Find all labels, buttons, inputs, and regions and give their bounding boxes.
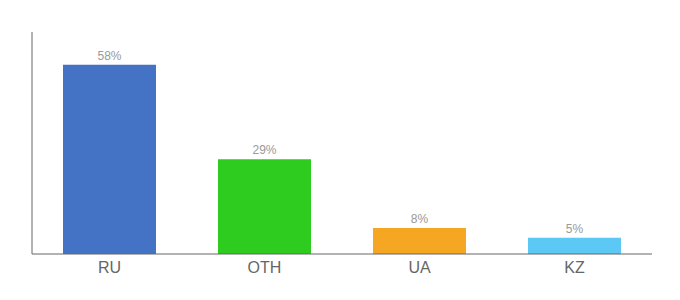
svg-text:UA: UA <box>408 259 431 276</box>
svg-text:29%: 29% <box>252 143 276 157</box>
svg-text:OTH: OTH <box>248 259 282 276</box>
svg-text:RU: RU <box>98 259 121 276</box>
svg-text:58%: 58% <box>97 49 121 63</box>
svg-text:8%: 8% <box>411 212 429 226</box>
svg-text:5%: 5% <box>566 222 584 236</box>
svg-text:KZ: KZ <box>564 259 585 276</box>
